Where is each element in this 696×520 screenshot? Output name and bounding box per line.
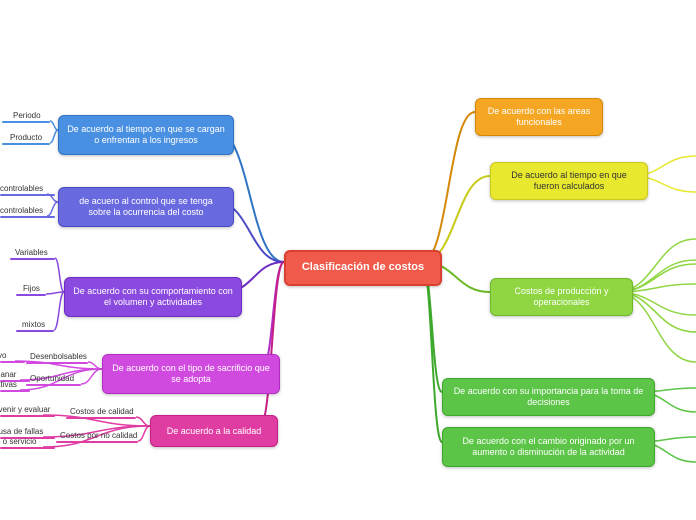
branch-prod[interactable]: Costos de producción y operacionales: [490, 278, 633, 316]
leaf-label: Costos por no calidad: [60, 431, 137, 440]
leaf-label: Producto: [10, 133, 42, 142]
leaf-label: evenir y evaluar: [0, 405, 50, 414]
branch-vol[interactable]: De acuerdo con su comportamiento con el …: [64, 277, 242, 317]
center-node[interactable]: Clasificación de costos: [284, 250, 442, 286]
leaf-underline: [2, 121, 50, 123]
leaf-underline: [0, 361, 25, 363]
leaf-label: Fijos: [23, 284, 40, 293]
leaf-underline: [0, 194, 55, 196]
leaf-label: ativas: [0, 380, 17, 389]
leaf-underline: [16, 330, 54, 332]
branch-calidad[interactable]: De acuerdo a la calidad: [150, 415, 278, 447]
leaf-underline: [16, 294, 46, 296]
leaf-label: Periodo: [13, 111, 41, 120]
branch-tiempo[interactable]: De acuerdo al tiempo en que se cargan o …: [58, 115, 234, 155]
branch-control[interactable]: de acuero al control que se tenga sobre …: [58, 187, 234, 227]
leaf-underline: [0, 216, 55, 218]
leaf-label: o o servicio: [0, 437, 36, 446]
leaf-label: Costos de calidad: [70, 407, 134, 416]
leaf-label: ganar: [0, 370, 16, 379]
leaf-underline: [56, 441, 138, 443]
leaf-label: Desenbolsables: [30, 352, 87, 361]
branch-calc[interactable]: De acuerdo al tiempo en que fueron calcu…: [490, 162, 648, 200]
leaf-underline: [26, 384, 81, 386]
leaf-underline: [0, 447, 55, 449]
leaf-underline: [10, 258, 55, 260]
branch-sacrif[interactable]: De acuerdo con el tipo de sacrificio que…: [102, 354, 280, 394]
leaf-label: vo: [0, 351, 6, 360]
leaf-label: mixtos: [22, 320, 45, 329]
leaf-underline: [0, 415, 55, 417]
leaf-underline: [2, 143, 50, 145]
leaf-underline: [0, 390, 30, 392]
leaf-label: controlables: [0, 206, 43, 215]
leaf-underline: [66, 417, 136, 419]
branch-decis[interactable]: De acuerdo con su importancia para la to…: [442, 378, 655, 416]
branch-cambio[interactable]: De acuerdo con el cambio originado por u…: [442, 427, 655, 467]
leaf-label: Oportunidad: [30, 374, 74, 383]
leaf-underline: [26, 362, 88, 364]
leaf-label: controlables: [0, 184, 43, 193]
leaf-label: ausa de fallas: [0, 427, 43, 436]
branch-areas[interactable]: De acuerdo con las areas funcionales: [475, 98, 603, 136]
leaf-label: Variables: [15, 248, 48, 257]
